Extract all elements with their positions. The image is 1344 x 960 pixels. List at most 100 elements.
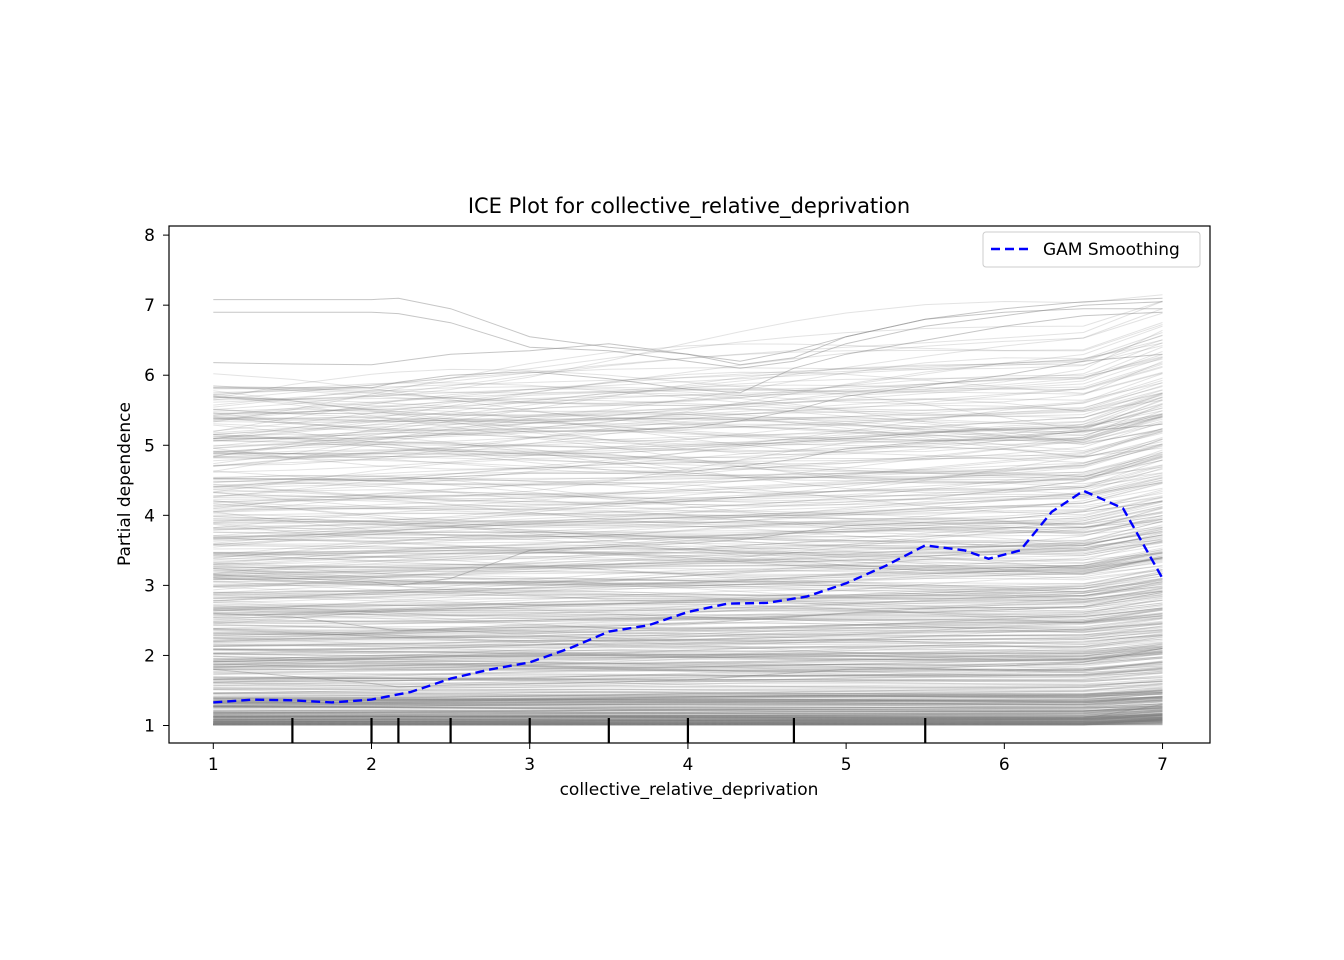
ice-curve [213, 642, 1163, 653]
ice-curve [213, 711, 1163, 718]
ice-curve [213, 552, 1163, 569]
ice-curve [213, 512, 1163, 526]
ice-curve [213, 541, 1163, 581]
ice-curve [213, 342, 1163, 416]
ice-curve [213, 581, 1163, 618]
ice-curve [213, 705, 1163, 713]
ice-curve [213, 438, 1163, 473]
ice-curve [213, 669, 1163, 680]
ice-curve [213, 689, 1163, 698]
ice-curve [213, 591, 1163, 613]
ice-curve [213, 482, 1163, 511]
ice-curve [213, 655, 1163, 666]
ice-curve [213, 404, 1163, 458]
ice-curve [213, 573, 1163, 612]
ice-curve [213, 699, 1163, 707]
ice-curve [213, 398, 1163, 456]
ice-curve [213, 621, 1163, 650]
ice-curve [213, 692, 1163, 704]
ice-curve [213, 538, 1163, 555]
ice-curve [213, 684, 1163, 690]
ice-curve [213, 713, 1163, 719]
ice-curve [213, 414, 1163, 464]
ice-curve [213, 568, 1163, 586]
ice-curve [213, 636, 1163, 657]
ice-curve [213, 706, 1163, 715]
ice-curve [213, 699, 1163, 707]
ice-curve [213, 652, 1163, 672]
ice-curve [213, 696, 1163, 703]
ice-curve [213, 613, 1163, 641]
ice-curve [213, 396, 1163, 441]
ice-curve [213, 697, 1163, 708]
ice-curve [213, 435, 1163, 478]
ice-curve [213, 660, 1163, 680]
ice-curve [213, 651, 1163, 663]
ice-curve [213, 705, 1163, 710]
ice-curve [213, 453, 1163, 510]
ice-curve [213, 646, 1163, 658]
ice-curve [213, 534, 1163, 574]
ice-curve [213, 643, 1163, 660]
ice-curve [213, 514, 1163, 561]
ice-curve [213, 651, 1163, 666]
ice-curve [213, 689, 1163, 701]
ice-curve [213, 468, 1163, 539]
ice-curve [213, 681, 1163, 689]
ice-curve [213, 613, 1163, 638]
y-tick-label: 8 [144, 226, 155, 246]
ice-curve [213, 433, 1163, 482]
ice-curve [213, 540, 1163, 568]
ice-curve [213, 679, 1163, 694]
ice-curve [213, 597, 1163, 614]
ice-curve [213, 597, 1163, 622]
ice-curve [213, 696, 1163, 704]
ice-curve [213, 648, 1163, 655]
ice-curve [213, 606, 1163, 622]
ice-curve [213, 578, 1163, 617]
x-tick-label: 7 [1157, 755, 1168, 775]
ice-curve [213, 394, 1163, 445]
ice-curve [213, 625, 1163, 646]
ice-curve [213, 648, 1163, 669]
ice-curve [213, 699, 1163, 709]
ice-curve [213, 651, 1163, 662]
ice-curve [213, 393, 1163, 458]
ice-curve [213, 711, 1163, 719]
ice-curve [213, 545, 1163, 585]
ice-curve [213, 392, 1163, 432]
ice-curve [213, 604, 1163, 619]
ice-curve [213, 518, 1163, 541]
ice-curve [213, 329, 1163, 400]
ice-curve [213, 647, 1163, 671]
ice-curve [213, 510, 1163, 567]
ice-curve [213, 557, 1163, 597]
ice-curve [213, 475, 1163, 500]
ice-curve [213, 466, 1163, 508]
ice-curve [213, 615, 1163, 641]
ice-curve [213, 534, 1163, 583]
x-axis: 1 2 3 4 5 6 7 [208, 743, 1168, 775]
ice-curve [213, 687, 1163, 703]
ice-curve [213, 648, 1163, 667]
ice-curve [213, 609, 1163, 644]
ice-curve [213, 609, 1163, 642]
ice-curve [213, 627, 1163, 647]
plot-frame [168, 225, 1211, 744]
ice-curve [213, 500, 1163, 559]
ice-curve [213, 651, 1163, 661]
ice-curve [213, 679, 1163, 686]
ice-curve [213, 334, 1163, 403]
ice-curve [213, 455, 1163, 480]
ice-curve [213, 527, 1163, 574]
ice-curve [213, 645, 1163, 657]
ice-curve [213, 665, 1163, 680]
ice-curve [213, 689, 1163, 701]
ice-curve [213, 451, 1163, 513]
ice-curve [213, 697, 1163, 702]
ice-curve [213, 441, 1163, 494]
ice-curve [213, 692, 1163, 705]
y-tick-label: 5 [144, 436, 155, 456]
ice-curve [213, 648, 1163, 659]
ice-curve [213, 714, 1163, 721]
